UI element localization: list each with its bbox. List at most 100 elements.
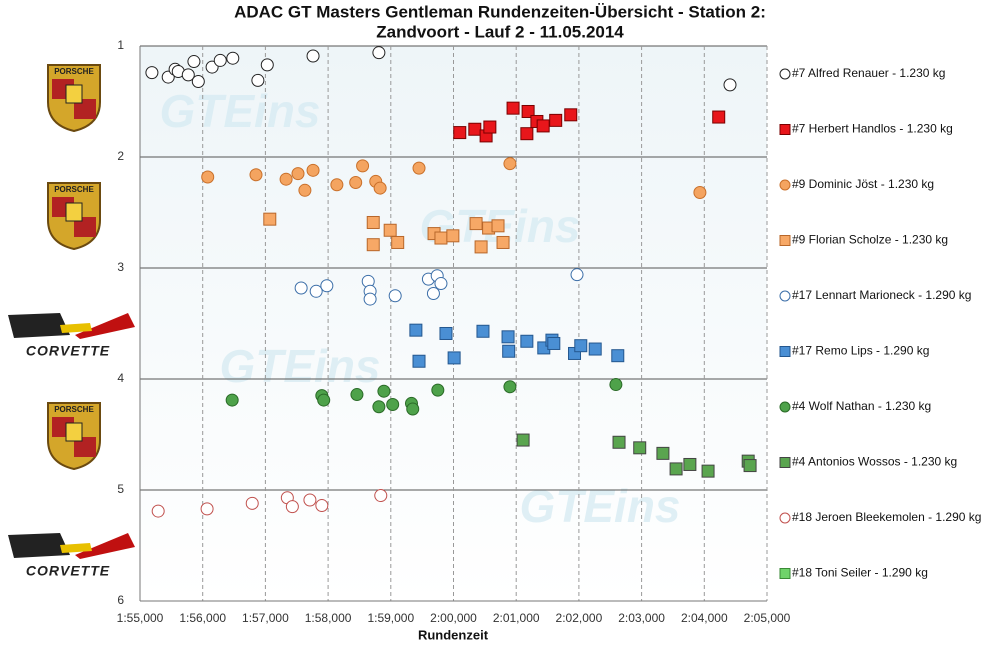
x-tick-label: 2:05,000 [744,611,791,625]
x-tick-label: 2:03,000 [618,611,665,625]
marker [409,323,423,337]
marker [320,279,334,293]
marker [588,342,602,356]
marker [386,398,400,412]
marker [506,101,520,115]
legend-marker [779,568,791,579]
logo-bowtie [60,323,92,333]
x-tick-label: 1:57,000 [242,611,289,625]
marker [434,277,448,291]
marker [377,384,391,398]
marker [201,170,215,184]
marker [298,183,312,197]
marker [633,441,647,455]
marker [520,127,534,141]
marker [549,113,563,127]
marker [503,380,517,394]
legend-label: #9 Dominic Jöst - 1.230 kg [792,177,934,191]
marker [349,176,363,190]
marker [317,393,331,407]
legend-label: #4 Antonios Wossos - 1.230 kg [792,455,957,469]
x-tick-label: 2:01,000 [493,611,540,625]
logo-shield [65,84,83,104]
legend-label: #18 Toni Seiler - 1.290 kg [792,566,928,580]
logo-shield [65,202,83,222]
legend-label: #7 Alfred Renauer - 1.230 kg [792,66,945,80]
marker [501,330,515,344]
marker [469,217,483,231]
y-tick-label: 1 [117,38,124,52]
marker [611,349,625,363]
marker [303,493,317,507]
watermark: GTEins [159,85,320,137]
marker [391,235,405,249]
legend-marker [779,457,791,468]
marker [306,49,320,63]
marker [669,462,683,476]
y-tick-label: 6 [117,593,124,607]
marker [536,119,550,133]
marker [701,464,715,478]
legend-marker [779,290,791,302]
marker [225,393,239,407]
logo-quarter [74,437,96,457]
marker [476,324,490,338]
x-tick-label: 2:02,000 [556,611,603,625]
marker [426,287,440,301]
legend-marker [779,179,791,191]
legend-label: #18 Jeroen Bleekemolen - 1.290 kg [792,510,981,524]
marker [249,168,263,182]
marker [374,489,388,503]
x-tick-label: 2:04,000 [681,611,728,625]
logo-text: CORVETTE [26,563,110,579]
x-tick-label: 1:56,000 [179,611,226,625]
watermark: GTEins [519,480,680,532]
marker [363,292,377,306]
marker [181,68,195,82]
legend-marker [779,346,791,357]
marker [372,400,386,414]
logo-flag [8,533,70,558]
marker [447,351,461,365]
marker [145,66,159,80]
marker [516,433,530,447]
marker [483,120,497,134]
marker [213,53,227,67]
marker [446,229,460,243]
watermark: GTEins [219,340,380,392]
marker [521,104,535,118]
logo-quarter [74,99,96,119]
legend-marker [779,124,791,135]
marker [366,215,380,229]
logo-text: PORSCHE [54,405,94,414]
marker [574,339,588,353]
marker [434,231,448,245]
x-axis-label: Rundenzeit [418,627,489,642]
logo-text: PORSCHE [54,185,94,194]
logo-flag [75,313,135,339]
y-tick-label: 2 [117,149,124,163]
marker [245,496,259,510]
legend-marker [779,401,791,413]
legend-label: #9 Florian Scholze - 1.230 kg [792,233,948,247]
legend-label: #17 Remo Lips - 1.290 kg [792,344,929,358]
marker [200,502,214,516]
marker [187,55,201,69]
marker [723,78,737,92]
marker [315,499,329,513]
legend-marker [779,68,791,80]
x-tick-label: 2:00,000 [430,611,477,625]
marker [693,186,707,200]
marker [570,268,584,282]
marker [712,110,726,124]
logo-text: CORVETTE [26,343,110,359]
marker [564,108,578,122]
logo-flag [75,533,135,559]
marker [520,334,534,348]
marker [503,157,517,171]
y-tick-label: 3 [117,260,124,274]
marker [609,378,623,392]
marker [491,219,505,233]
legend-label: #17 Lennart Marioneck - 1.290 kg [792,288,971,302]
marker [373,181,387,195]
